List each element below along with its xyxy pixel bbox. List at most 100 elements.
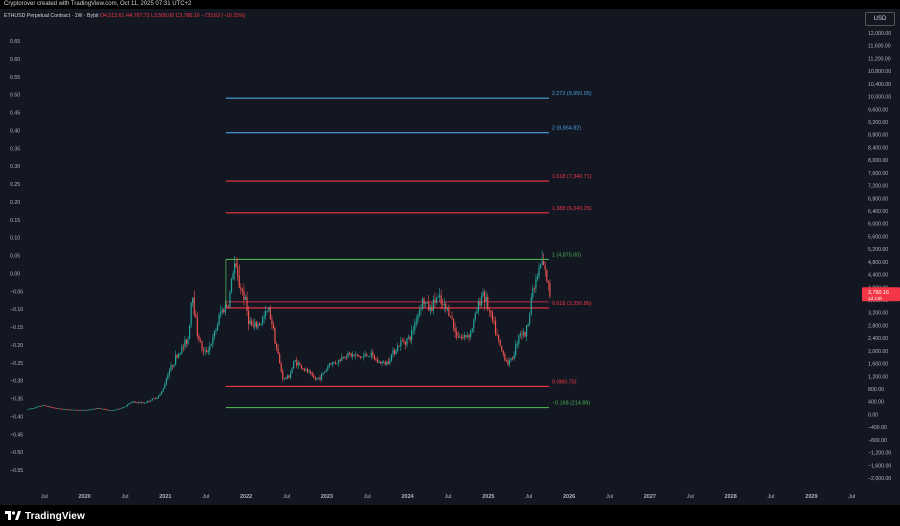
candle-body[interactable] [409,336,411,341]
candle-body[interactable] [307,368,309,373]
candle-body[interactable] [241,289,243,292]
candle-body[interactable] [482,292,484,297]
candle-body[interactable] [227,306,230,308]
candle-body[interactable] [544,265,546,270]
candle-body[interactable] [421,298,424,310]
candle-body[interactable] [67,409,70,411]
candle-body[interactable] [237,266,239,276]
candle-body[interactable] [53,407,56,409]
candle-body[interactable] [230,279,233,292]
candle-body[interactable] [176,355,178,358]
candle-body[interactable] [86,409,88,411]
candle-body[interactable] [294,360,296,362]
candle-body[interactable] [61,408,63,410]
candle-body[interactable] [398,345,400,347]
candle-body[interactable] [484,292,486,302]
candle-body[interactable] [157,395,160,398]
candle-body[interactable] [220,311,222,315]
candle-body[interactable] [297,362,299,366]
candle-body[interactable] [546,269,548,282]
candle-body[interactable] [549,282,551,297]
candle-body[interactable] [271,319,273,325]
candle-body[interactable] [366,354,368,357]
candle-body[interactable] [148,400,150,402]
candle-body[interactable] [38,405,40,407]
candle-body[interactable] [381,362,383,364]
candle-body[interactable] [470,331,472,338]
currency-selector[interactable]: USD [865,12,895,26]
candle-body[interactable] [283,378,285,379]
candle-body[interactable] [162,388,164,392]
candle-body[interactable] [353,354,355,356]
candle-body[interactable] [502,350,504,355]
candle-body[interactable] [108,409,110,411]
candle-body[interactable] [490,310,492,313]
candle-body[interactable] [120,408,122,409]
candle-body[interactable] [136,402,138,404]
candle-body[interactable] [380,361,382,364]
candle-body[interactable] [213,331,216,337]
candle-body[interactable] [154,398,157,399]
candle-body[interactable] [171,365,174,367]
candle-body[interactable] [247,310,250,325]
candle-body[interactable] [338,359,340,364]
candle-body[interactable] [159,394,161,396]
candle-body[interactable] [452,318,455,329]
candle-body[interactable] [428,302,430,311]
candle-body[interactable] [387,361,389,364]
candle-body[interactable] [505,360,507,362]
candle-body[interactable] [474,313,476,320]
price-chart[interactable]: 0.65 0.60 0.55 0.50 0.45 0.40 0.35 0.30 0.25 0.20… [0,0,900,505]
candle-body[interactable] [519,334,521,336]
candle-body[interactable] [84,409,87,411]
candle-body[interactable] [328,363,330,367]
candle-body[interactable] [268,307,270,311]
candle-body[interactable] [258,324,261,325]
candle-body[interactable] [226,305,228,307]
candle-body[interactable] [212,336,214,345]
candle-body[interactable] [129,402,132,404]
candle-body[interactable] [58,408,60,410]
candle-body[interactable] [125,406,127,407]
candle-body[interactable] [215,330,217,332]
candle-body[interactable] [527,323,529,326]
candle-body[interactable] [404,341,407,345]
candle-body[interactable] [139,402,141,404]
candle-body[interactable] [460,336,462,338]
candle-body[interactable] [105,409,107,411]
candle-body[interactable] [324,371,326,373]
candle-body[interactable] [195,314,197,318]
candle-body[interactable] [115,409,118,411]
candle-body[interactable] [344,356,346,358]
candle-body[interactable] [151,398,153,401]
candle-body[interactable] [263,315,265,319]
candle-body[interactable] [418,309,421,315]
candle-body[interactable] [539,264,542,268]
candle-body[interactable] [94,408,96,410]
candle-body[interactable] [32,408,34,410]
candle-body[interactable] [168,370,170,376]
candle-body[interactable] [451,316,453,319]
candle-body[interactable] [288,375,290,378]
candle-body[interactable] [187,338,189,344]
candle-body[interactable] [246,296,248,311]
candle-body[interactable] [507,360,509,365]
candle-body[interactable] [188,325,191,339]
candle-body[interactable] [52,407,54,409]
candle-body[interactable] [303,369,306,371]
candle-body[interactable] [282,371,284,379]
candle-body[interactable] [206,350,208,352]
candle-body[interactable] [487,297,489,310]
candle-body[interactable] [60,408,62,410]
candle-body[interactable] [465,334,467,337]
candle-body[interactable] [193,297,195,315]
candle-body[interactable] [44,405,46,406]
candle-body[interactable] [103,408,105,410]
candle-body[interactable] [543,261,545,266]
candle-body[interactable] [397,345,399,351]
candle-body[interactable] [47,406,49,408]
candle-body[interactable] [457,336,459,338]
candle-body[interactable] [153,398,155,399]
candle-body[interactable] [432,299,435,311]
candle-body[interactable] [50,407,52,408]
